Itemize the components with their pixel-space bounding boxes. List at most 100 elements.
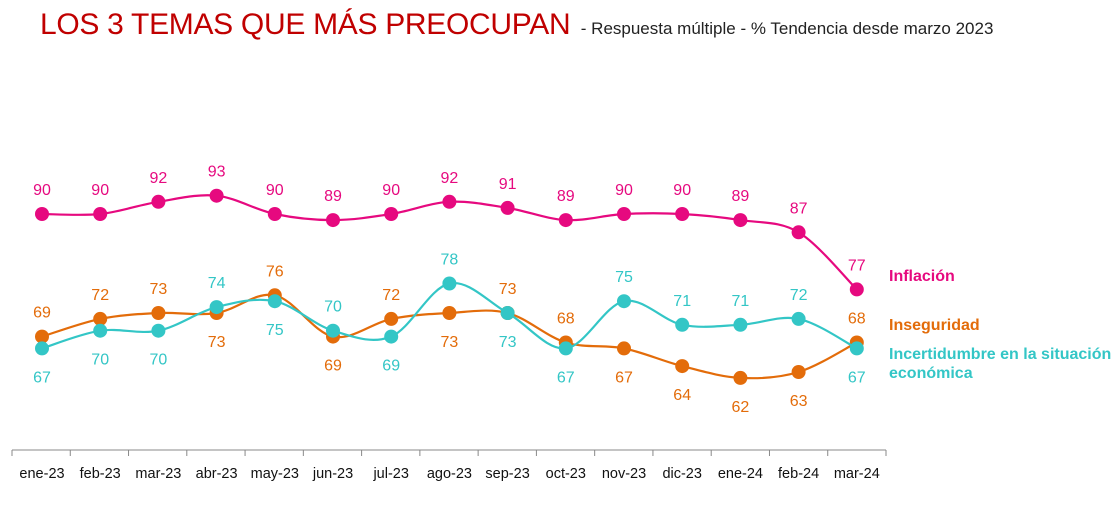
data-point bbox=[675, 317, 690, 332]
series-2 bbox=[35, 276, 864, 356]
legend-entry: Inflación bbox=[889, 268, 955, 285]
data-label: 63 bbox=[790, 393, 808, 410]
data-point bbox=[267, 207, 282, 221]
data-label: 64 bbox=[673, 387, 691, 404]
data-point bbox=[791, 225, 806, 240]
data-point bbox=[384, 311, 399, 326]
data-label: 90 bbox=[91, 182, 109, 199]
data-label: 90 bbox=[33, 182, 51, 199]
legend-entry: Inseguridad bbox=[889, 317, 980, 334]
data-label: 73 bbox=[208, 334, 226, 351]
legend: Inflación Inseguridad Incertidumbre en la … bbox=[889, 268, 1111, 382]
data-point bbox=[558, 341, 573, 356]
data-label: 76 bbox=[266, 263, 284, 280]
x-axis: ene-23 feb-23 mar-23 abr-23 may-23 jun-23 jul-… bbox=[11, 449, 887, 482]
data-label: 89 bbox=[732, 188, 750, 205]
data-label: 69 bbox=[324, 358, 342, 375]
data-point bbox=[442, 276, 457, 291]
data-point bbox=[326, 213, 340, 228]
data-point bbox=[733, 370, 748, 385]
x-tick-label: feb-23 bbox=[80, 466, 121, 482]
series-layer bbox=[35, 188, 864, 385]
data-point bbox=[209, 300, 224, 315]
data-point bbox=[35, 329, 49, 344]
data-label: 70 bbox=[324, 299, 342, 316]
legend-line: Incertidumbre en la situación bbox=[889, 346, 1111, 363]
x-tick-label: ene-23 bbox=[19, 466, 64, 482]
data-label: 89 bbox=[324, 188, 342, 205]
data-point bbox=[617, 341, 631, 356]
x-tick-label: oct-23 bbox=[546, 466, 586, 482]
data-point bbox=[35, 341, 49, 356]
data-point bbox=[326, 323, 340, 338]
x-tick-label: jul-23 bbox=[372, 466, 408, 482]
legend-line: Inseguridad bbox=[889, 317, 980, 334]
data-label: 71 bbox=[732, 293, 750, 310]
data-point bbox=[849, 282, 864, 297]
data-label: 75 bbox=[615, 269, 633, 286]
data-label: 73 bbox=[499, 281, 517, 298]
data-point bbox=[209, 188, 224, 203]
data-point bbox=[849, 341, 864, 356]
data-point bbox=[500, 200, 515, 215]
data-point bbox=[151, 323, 166, 338]
data-label: 67 bbox=[615, 369, 633, 386]
data-point bbox=[93, 311, 108, 326]
data-point bbox=[35, 207, 49, 221]
data-label: 67 bbox=[557, 369, 575, 386]
data-label: 90 bbox=[673, 182, 691, 199]
data-label: 74 bbox=[208, 275, 226, 292]
data-point bbox=[733, 213, 748, 228]
data-point bbox=[151, 194, 166, 209]
data-label: 73 bbox=[150, 281, 168, 298]
x-tick-label: dic-23 bbox=[662, 466, 702, 482]
data-point bbox=[675, 207, 690, 221]
data-label: 67 bbox=[33, 369, 51, 386]
data-label: 70 bbox=[91, 352, 109, 369]
x-tick-label: mar-24 bbox=[834, 466, 880, 482]
chart-title: LOS 3 TEMAS QUE MÁS PREOCUPAN bbox=[40, 8, 571, 41]
data-point bbox=[500, 306, 515, 320]
x-tick-label: feb-24 bbox=[778, 466, 819, 482]
legend-entry: Incertidumbre en la situación económica bbox=[889, 346, 1111, 382]
data-label: 91 bbox=[499, 176, 517, 193]
data-point bbox=[791, 311, 806, 326]
data-label: 68 bbox=[557, 311, 575, 328]
legend-line: Inflación bbox=[889, 268, 955, 285]
data-point bbox=[617, 207, 631, 221]
data-point bbox=[267, 294, 282, 309]
data-label: 87 bbox=[790, 200, 808, 217]
data-point bbox=[384, 329, 399, 344]
data-label: 90 bbox=[266, 182, 284, 199]
data-label: 71 bbox=[673, 293, 691, 310]
x-tick-label: ene-24 bbox=[718, 466, 763, 482]
data-label: 75 bbox=[266, 322, 284, 339]
data-point bbox=[733, 317, 748, 332]
data-point bbox=[384, 207, 399, 221]
series-1 bbox=[35, 288, 864, 385]
data-label: 78 bbox=[441, 252, 459, 269]
data-point bbox=[558, 213, 573, 228]
data-point bbox=[442, 194, 457, 209]
x-tick-label: may-23 bbox=[251, 466, 299, 482]
data-point bbox=[442, 306, 457, 320]
data-label: 73 bbox=[499, 334, 517, 351]
data-label: 69 bbox=[33, 305, 51, 322]
data-label: 72 bbox=[790, 287, 808, 304]
data-label: 73 bbox=[441, 334, 459, 351]
data-label: 77 bbox=[848, 257, 866, 274]
chart-subtitle: - Respuesta múltiple - % Tendencia desde… bbox=[580, 19, 994, 38]
legend-line: económica bbox=[889, 365, 973, 382]
data-label: 72 bbox=[382, 287, 400, 304]
data-label: 72 bbox=[91, 287, 109, 304]
series-line bbox=[41, 194, 858, 291]
data-labels: 90 90 92 93 90 89 90 92 91 89 90 90 89 87 77 69 72 73 73 76… bbox=[33, 164, 866, 416]
data-point bbox=[675, 359, 690, 374]
data-label: 93 bbox=[208, 164, 226, 181]
data-label: 90 bbox=[615, 182, 633, 199]
x-tick-label: jun-23 bbox=[312, 466, 353, 482]
data-label: 68 bbox=[848, 311, 866, 328]
x-tick-label: sep-23 bbox=[485, 466, 529, 482]
x-tick-label: ago-23 bbox=[427, 466, 472, 482]
